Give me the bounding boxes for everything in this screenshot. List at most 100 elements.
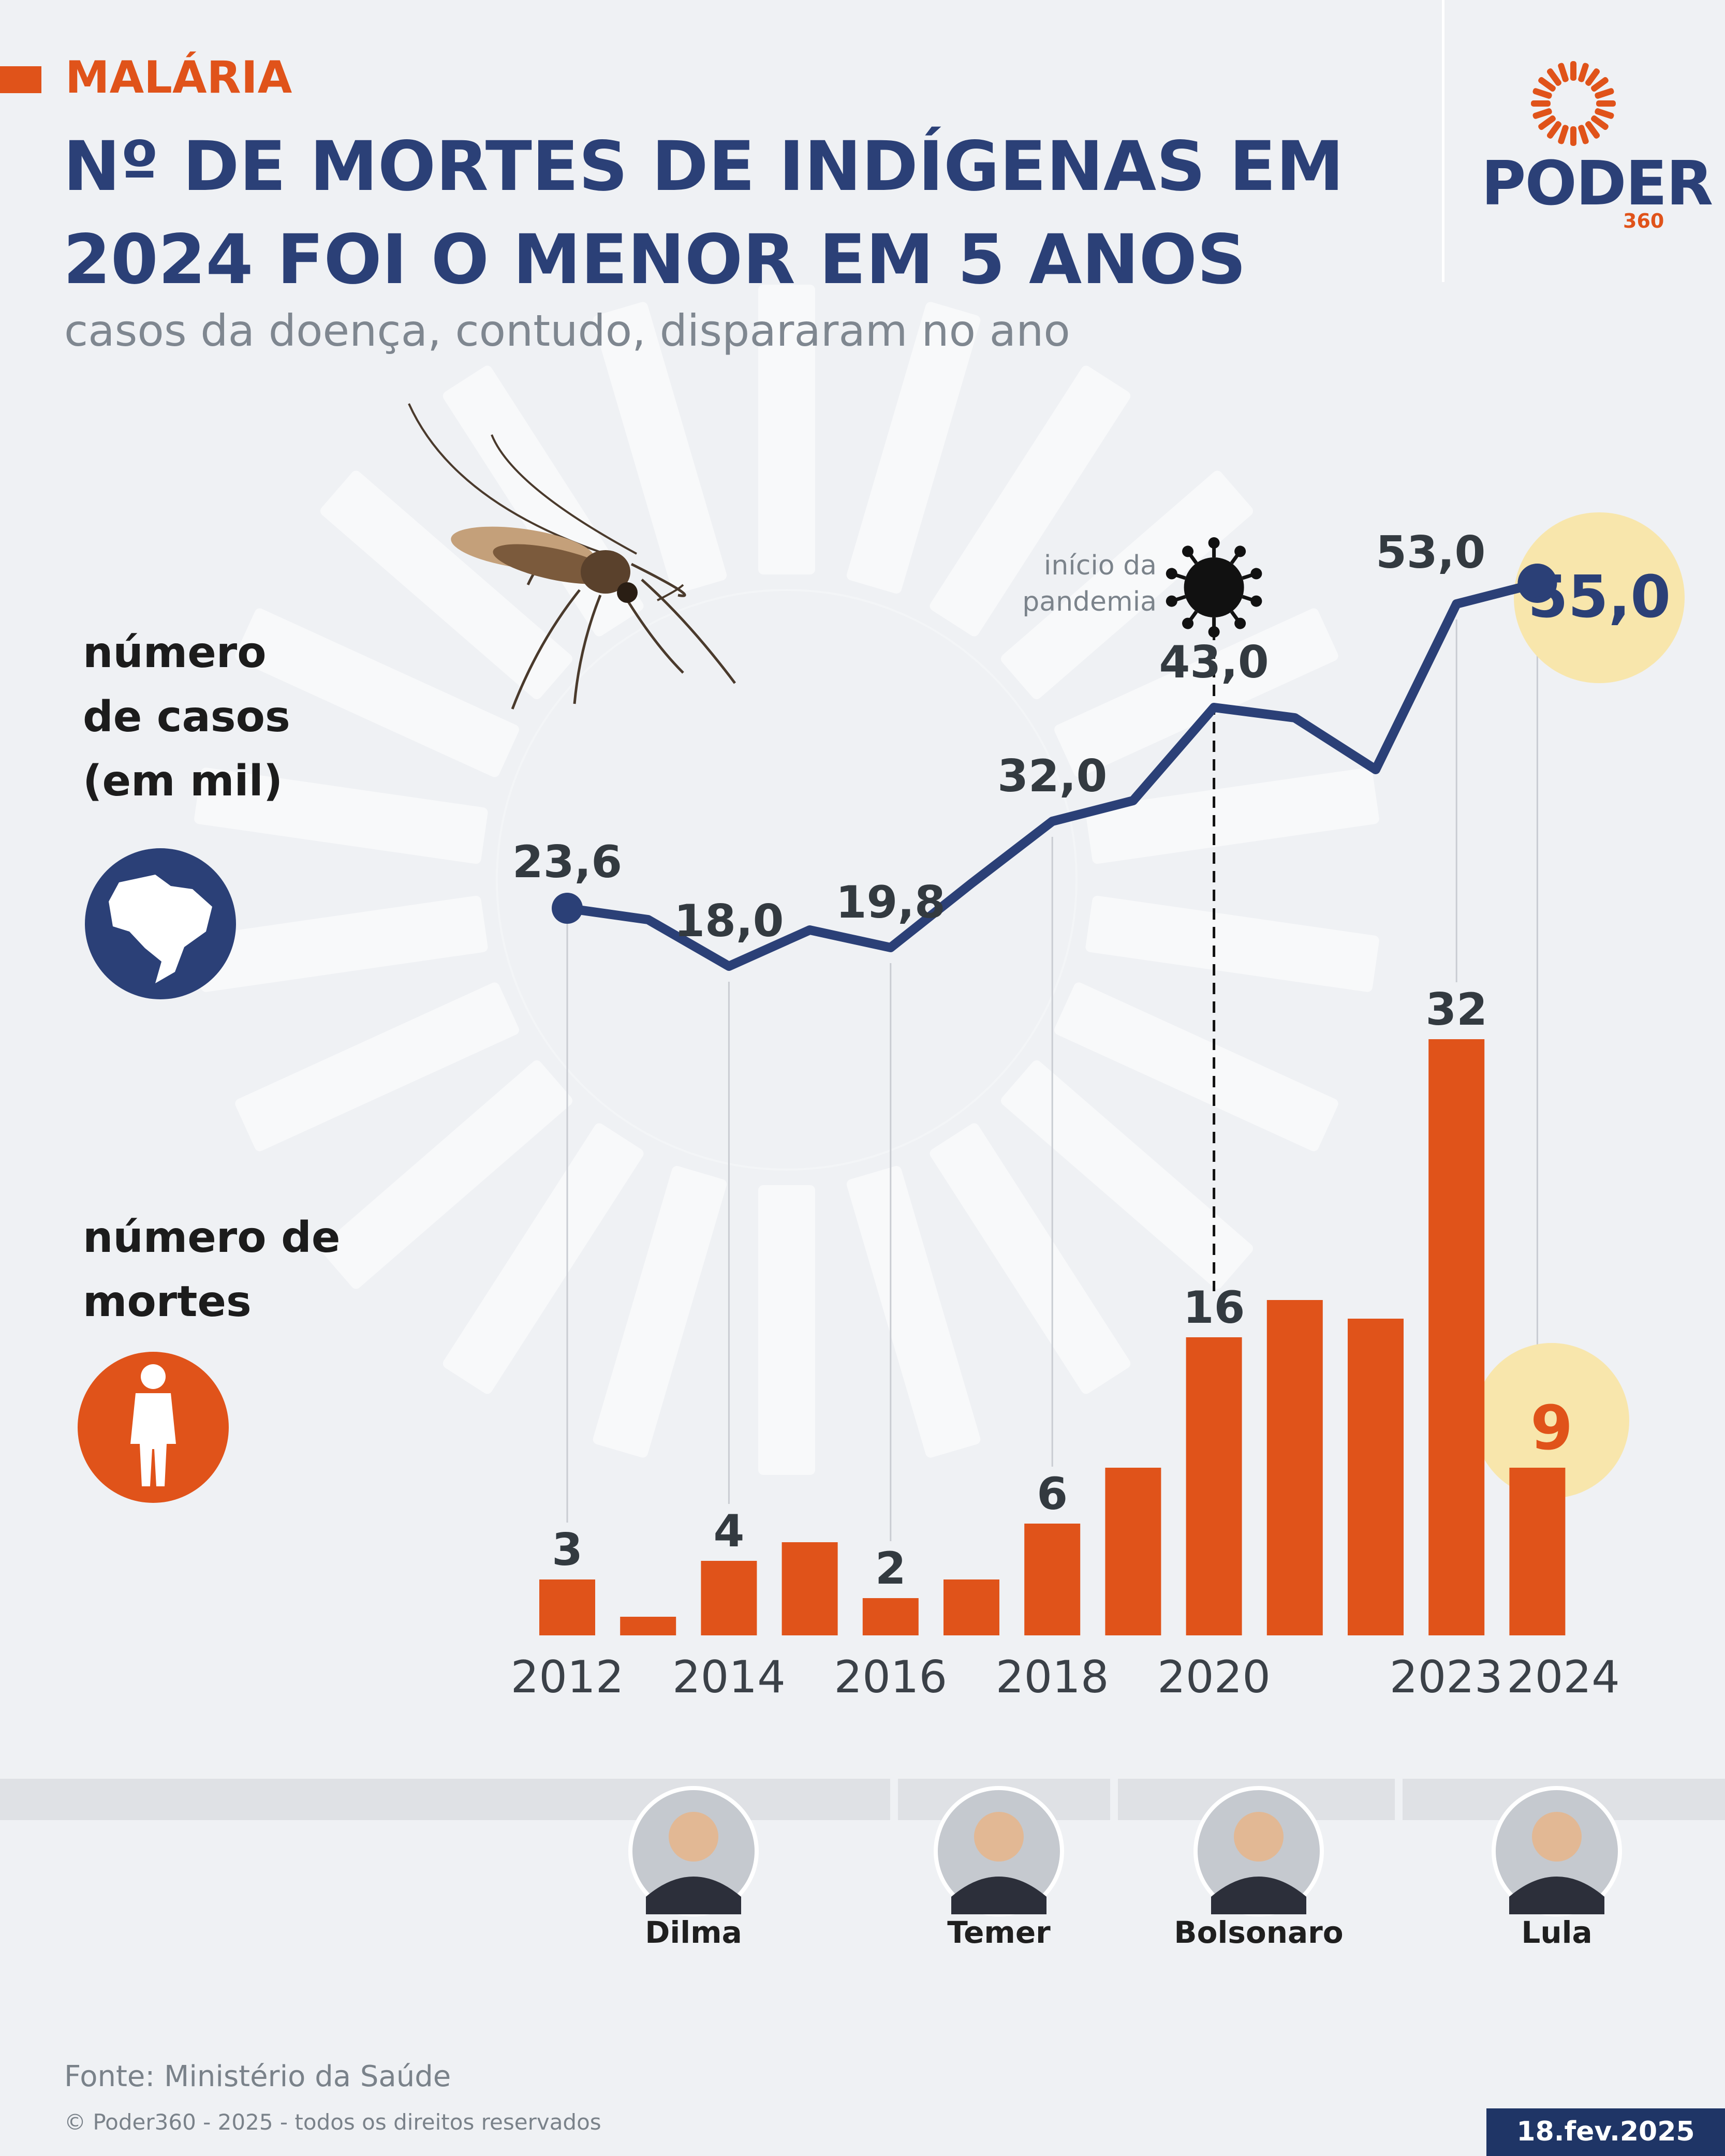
pandemic-label: pandemia: [1022, 586, 1157, 617]
death-bar: [620, 1617, 676, 1635]
cases-axis-title-line: de casos: [83, 692, 290, 742]
logo-ray: [1595, 108, 1614, 119]
line-start-point: [552, 893, 583, 924]
president-name: Temer: [947, 1915, 1051, 1950]
president-name: Lula: [1521, 1915, 1593, 1950]
portrait-shoulders: [951, 1877, 1046, 1914]
cases-axis-title-line: (em mil): [83, 757, 283, 806]
cases-line: [563, 579, 1542, 971]
deaths-axis-title: número de mortes: [83, 1206, 445, 1334]
brazil-map-icon: [85, 848, 236, 999]
death-bar: [862, 1598, 919, 1635]
x-tick-label: 2014: [672, 1651, 786, 1703]
logo-ray: [1578, 125, 1589, 144]
line-value-label: 43,0: [1159, 637, 1269, 688]
death-bar: [1186, 1337, 1242, 1635]
mosquito-thorax: [581, 550, 630, 594]
background-sunburst: [194, 285, 1379, 1475]
x-tick-label: 2018: [996, 1651, 1109, 1703]
line-value-label: 32,0: [997, 750, 1107, 802]
portrait-icon: [628, 1786, 759, 1916]
virus-spike-tip: [1250, 568, 1262, 580]
publication-date: 18.fev.2025: [1516, 2116, 1695, 2147]
source-note: Fonte: Ministério da Saúde: [64, 2060, 451, 2093]
logo-ray: [1585, 121, 1600, 139]
term-segment: [0, 1779, 890, 1820]
logo-ray: [1546, 68, 1562, 86]
sunburst-ray: [1000, 470, 1254, 700]
death-bar: [1428, 1039, 1485, 1635]
sunburst-ray: [235, 608, 519, 777]
sunburst-ray: [1085, 895, 1379, 992]
line-value-label: 19,8: [836, 877, 946, 928]
death-bar: [943, 1579, 999, 1635]
sunburst-ray: [320, 470, 573, 700]
death-bar: [1348, 1319, 1404, 1635]
virus-spike-tip: [1234, 617, 1246, 629]
virus-spike-tip: [1234, 545, 1246, 557]
x-tick-label: 2016: [834, 1651, 947, 1703]
logo-ray: [1595, 88, 1614, 99]
sunburst-ray: [593, 302, 727, 594]
portrait-icon: [934, 1786, 1064, 1916]
cases-axis-title: número de casos (em mil): [83, 621, 445, 814]
logo-ray: [1558, 63, 1569, 82]
logo-ray: [1570, 61, 1576, 81]
person-body: [130, 1393, 176, 1486]
x-tick-label: 2020: [1157, 1651, 1271, 1703]
virus-spike-tip: [1208, 537, 1220, 549]
highlight-circle-cases: [1514, 512, 1685, 683]
person-icon: [78, 1352, 229, 1503]
sunburst-ray: [593, 1166, 727, 1458]
virus-spike-tip: [1166, 568, 1177, 580]
sunburst-ray: [194, 767, 488, 864]
line-value-label: 53,0: [1376, 527, 1485, 579]
logo-ray: [1532, 88, 1552, 99]
x-tick-label: 2023: [1390, 1651, 1503, 1703]
header-divider: [1442, 0, 1444, 282]
date-badge: [1486, 2108, 1725, 2156]
sunburst-ray: [1054, 608, 1338, 777]
headline-line-2: 2024 FOI O MENOR EM 5 ANOS: [63, 220, 1246, 300]
portrait-face: [974, 1812, 1024, 1862]
portrait-icon: [1492, 1786, 1622, 1916]
logo-word: PODER: [1481, 147, 1713, 219]
logo-ray: [1532, 108, 1552, 119]
logo-ray: [1558, 125, 1569, 144]
logo-ray: [1591, 77, 1609, 92]
person-head: [141, 1364, 166, 1389]
line-value-label: 23,6: [512, 836, 622, 888]
deaths-axis-title-line: mortes: [83, 1277, 252, 1326]
presidents-timeline: [0, 1779, 1725, 1916]
tag-marker: [0, 66, 41, 93]
logo-number: 360: [1623, 210, 1664, 232]
sunburst-ray: [846, 1166, 981, 1458]
virus-spike-tip: [1250, 595, 1262, 607]
portrait-icon: [1193, 1786, 1324, 1916]
portrait-shoulders: [646, 1877, 741, 1914]
sunburst-ray: [930, 1123, 1131, 1394]
x-tick-label: 2024: [1507, 1651, 1620, 1703]
bar-value-label: 6: [1037, 1468, 1068, 1520]
sun-burst-logo-icon: [1531, 61, 1616, 146]
logo-ray: [1596, 100, 1616, 107]
copyright: © Poder360 - 2025 - todos os direitos re…: [64, 2109, 601, 2135]
mosquito-head: [617, 582, 638, 603]
sunburst-ring: [496, 589, 1078, 1171]
logo-ray: [1591, 115, 1609, 130]
logo-ray: [1585, 68, 1600, 86]
portrait-shoulders: [1211, 1877, 1306, 1914]
portrait-face: [669, 1812, 718, 1862]
line-end-point: [1517, 564, 1557, 603]
sunburst-ray: [320, 1060, 573, 1289]
virus-spike-tip: [1208, 626, 1220, 638]
death-bar: [1509, 1468, 1566, 1635]
logo-ray: [1570, 126, 1576, 146]
portrait-shoulders: [1509, 1877, 1604, 1914]
bar-value-label: 32: [1425, 984, 1487, 1036]
sunburst-ray: [1085, 767, 1379, 864]
logo-ray: [1578, 63, 1589, 82]
sunburst-ray: [1000, 1060, 1254, 1289]
